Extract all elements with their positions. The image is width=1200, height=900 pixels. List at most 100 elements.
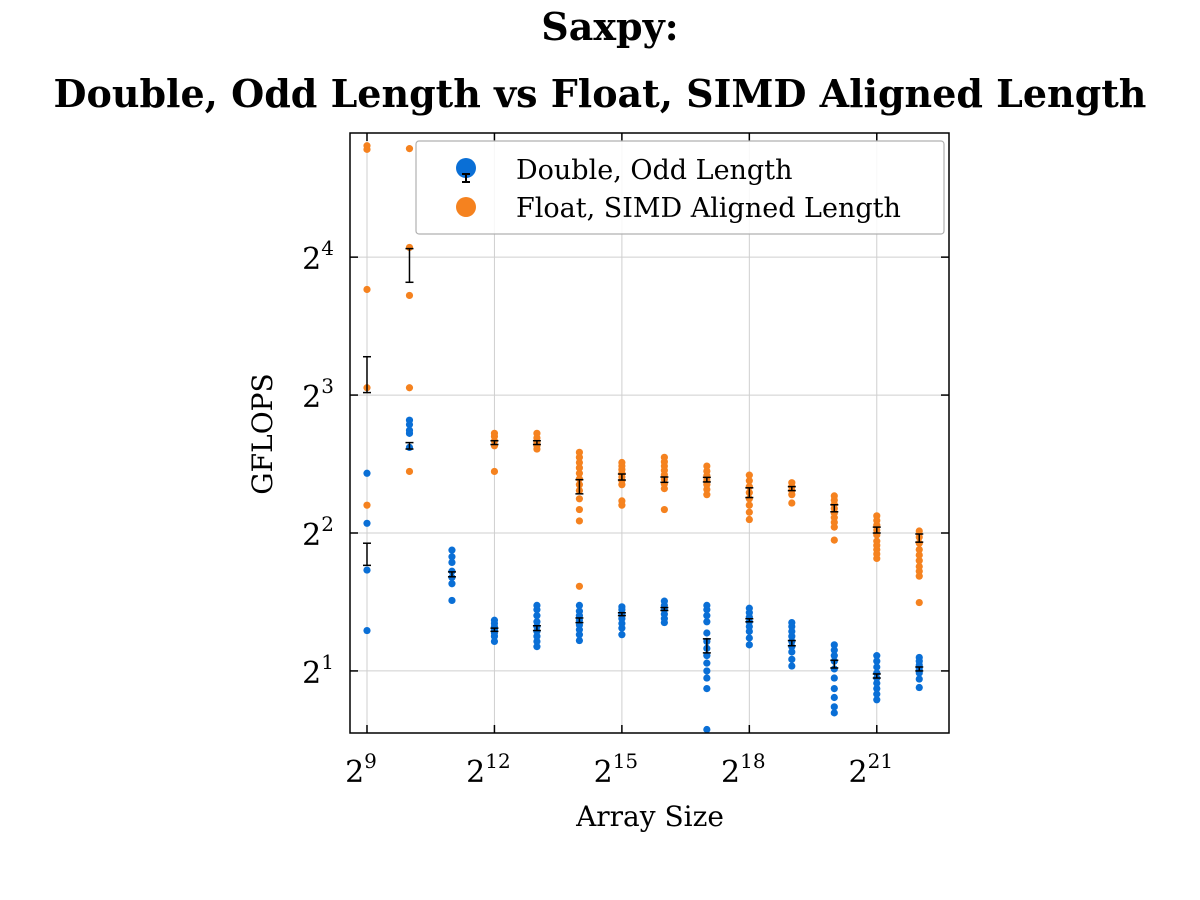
legend-marker-float bbox=[456, 197, 476, 217]
data-point-double bbox=[575, 601, 584, 610]
data-point-double bbox=[873, 685, 881, 693]
data-point-double bbox=[703, 667, 711, 675]
data-point-float bbox=[745, 471, 753, 479]
legend-box bbox=[415, 140, 945, 235]
data-point-float bbox=[575, 469, 584, 477]
data-point-float bbox=[363, 501, 371, 509]
y-tick-label-base: 2 bbox=[302, 242, 321, 277]
data-point-float bbox=[575, 517, 584, 525]
data-point-double bbox=[873, 696, 881, 704]
data-point-float bbox=[745, 508, 753, 516]
data-point-float bbox=[575, 505, 584, 514]
x-tick-labels: 29 212 215 218 221 bbox=[345, 749, 893, 790]
data-point-double bbox=[618, 603, 626, 611]
data-point-double bbox=[788, 643, 796, 651]
data-point-float bbox=[915, 551, 923, 559]
x-axis-label: Array Size bbox=[575, 800, 724, 833]
data-point-double bbox=[703, 725, 711, 734]
x-tick-label: 29 bbox=[345, 749, 377, 790]
x-tick-label-base: 2 bbox=[345, 755, 364, 790]
data-point-float bbox=[575, 475, 584, 483]
data-point-float bbox=[660, 505, 668, 514]
data-point-double bbox=[660, 597, 668, 605]
data-point-double bbox=[703, 659, 711, 667]
data-point-double bbox=[830, 652, 838, 660]
data-point-double bbox=[575, 607, 584, 615]
data-point-double bbox=[830, 665, 838, 673]
data-point-double bbox=[915, 653, 923, 662]
data-point-double bbox=[703, 612, 711, 620]
data-point-double bbox=[745, 634, 753, 642]
data-point-double bbox=[448, 558, 456, 567]
y-tick-label-exponent: 2 bbox=[321, 512, 334, 536]
data-point-double bbox=[533, 632, 541, 640]
data-point-double bbox=[703, 618, 711, 626]
data-point-float bbox=[575, 453, 584, 461]
data-point-double bbox=[618, 631, 626, 639]
data-point-double bbox=[788, 632, 796, 640]
data-point-double bbox=[448, 596, 456, 605]
data-point-float bbox=[405, 291, 414, 300]
data-point-double bbox=[830, 641, 838, 649]
x-tick-label: 218 bbox=[721, 749, 766, 790]
y-tick-label-exponent: 4 bbox=[321, 236, 334, 260]
data-point-float bbox=[405, 384, 414, 392]
legend-marker-double bbox=[456, 158, 476, 178]
data-point-float bbox=[915, 539, 923, 547]
data-point-double bbox=[363, 566, 371, 574]
data-point-float bbox=[575, 464, 584, 472]
data-point-double bbox=[830, 693, 838, 702]
data-point-float bbox=[873, 512, 881, 520]
data-point-float bbox=[788, 479, 796, 487]
data-point-float bbox=[490, 429, 499, 437]
x-tick-label-base: 2 bbox=[721, 755, 740, 790]
data-point-float bbox=[405, 467, 414, 476]
data-point-double bbox=[703, 685, 711, 693]
data-point-double bbox=[405, 426, 414, 434]
data-point-double bbox=[873, 690, 881, 698]
y-tick-label-base: 2 bbox=[302, 518, 321, 553]
x-tick-label: 212 bbox=[466, 749, 511, 790]
data-point-float bbox=[660, 453, 668, 461]
y-tick-label-exponent: 1 bbox=[321, 650, 334, 674]
data-point-float bbox=[575, 582, 584, 590]
legend-errorbar-sample bbox=[462, 173, 470, 183]
data-point-double bbox=[745, 604, 753, 612]
x-tick-label-exponent: 15 bbox=[613, 749, 638, 773]
x-tick-label-base: 2 bbox=[466, 755, 485, 790]
data-point-float bbox=[873, 537, 881, 545]
error-bars bbox=[362, 247, 924, 679]
x-tick-label: 221 bbox=[849, 749, 894, 790]
y-tick-label-base: 2 bbox=[302, 380, 321, 415]
data-point-double bbox=[703, 629, 711, 637]
data-point-double bbox=[533, 612, 541, 620]
y-tick-label: 24 bbox=[302, 236, 334, 277]
data-point-float bbox=[745, 501, 753, 509]
x-tick-label-exponent: 18 bbox=[740, 749, 765, 773]
plot-frame bbox=[349, 132, 950, 734]
y-tick-label-base: 2 bbox=[302, 656, 321, 691]
x-tick-label-exponent: 9 bbox=[364, 749, 377, 773]
legend: Double, Odd Length Float, SIMD Aligned L… bbox=[415, 140, 945, 235]
data-point-float bbox=[915, 557, 923, 565]
data-point-double bbox=[788, 662, 796, 670]
data-point-double bbox=[448, 546, 456, 554]
data-point-double bbox=[363, 469, 371, 477]
data-point-float bbox=[490, 467, 499, 476]
data-point-float bbox=[745, 477, 753, 485]
data-point-float bbox=[575, 448, 584, 456]
data-point-double bbox=[703, 652, 711, 660]
data-point-double bbox=[405, 416, 414, 424]
data-point-double bbox=[448, 580, 456, 588]
data-point-double bbox=[533, 637, 541, 645]
data-point-double bbox=[873, 679, 881, 687]
data-point-float bbox=[575, 458, 584, 467]
data-point-double bbox=[873, 652, 881, 660]
data-point-float bbox=[915, 545, 923, 554]
data-point-double bbox=[830, 646, 838, 654]
data-point-float bbox=[915, 598, 923, 607]
data-point-float bbox=[618, 497, 626, 505]
data-point-double bbox=[830, 685, 838, 693]
legend-label-double: Double, Odd Length bbox=[516, 155, 792, 186]
